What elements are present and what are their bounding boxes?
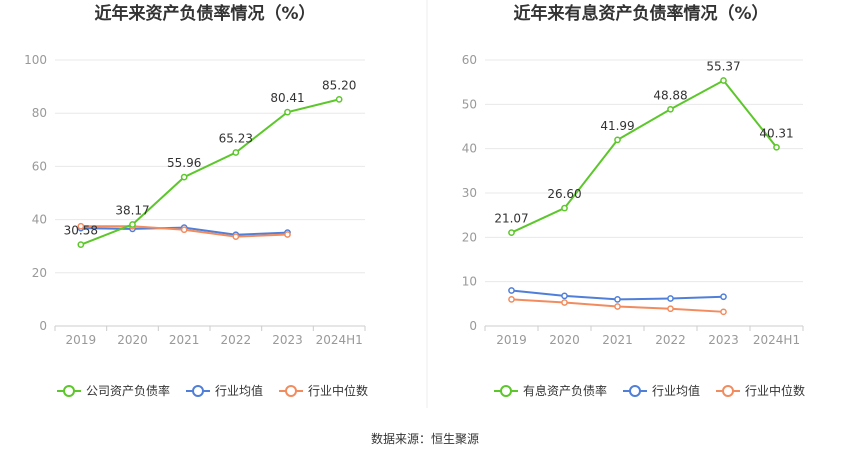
left-x-tick-label: 2019 (66, 333, 97, 347)
right-series-line-main (511, 79, 778, 234)
left-data-label: 55.96 (167, 156, 201, 170)
left-x-tick-label: 2022 (221, 333, 252, 347)
left-point-main (129, 221, 136, 228)
right-data-label: 40.31 (759, 126, 793, 140)
left-y-tick-label: 100 (24, 53, 47, 67)
right-point-avg (561, 292, 568, 300)
left-point-median (284, 231, 291, 238)
left-legend-label-main: 公司资产负债率 (86, 383, 170, 398)
right-legend-label-main: 有息资产负债率 (523, 383, 607, 398)
right-legend-marker-median (722, 385, 734, 397)
right-point-median (614, 303, 621, 310)
left-chart-panel: 近年来资产负债率情况（%） 0 20 40 60 80 100 2019 2020 2021 20… (24, 3, 368, 398)
right-data-label: 26.60 (547, 187, 581, 201)
left-plot-area: 0 20 40 60 80 100 2019 2020 2021 2022 2023 2024H1 30… (24, 53, 366, 347)
left-legend-marker-median (285, 385, 297, 397)
right-y-tick-label: 40 (462, 142, 477, 156)
right-x-tick-label: 2024H1 (753, 333, 800, 347)
right-chart-panel: 近年来有息资产负债率情况（%） 0 10 20 30 40 50 60 2019 2020 202… (462, 3, 805, 398)
right-point-main (561, 204, 568, 212)
left-legend-marker-main (63, 385, 75, 397)
left-data-label: 65.23 (219, 131, 253, 145)
right-point-median (561, 299, 568, 306)
right-point-main (614, 136, 621, 144)
right-legend-marker-avg (629, 385, 641, 397)
left-data-label: 80.41 (270, 91, 304, 105)
right-point-avg (614, 296, 621, 303)
right-legend-label-avg: 行业均值 (652, 383, 700, 398)
right-point-avg (720, 293, 727, 301)
right-point-main (720, 77, 727, 84)
right-x-tick-label: 2020 (549, 333, 580, 347)
right-y-tick-label: 0 (469, 319, 477, 333)
right-point-median (720, 308, 727, 316)
left-legend-marker-avg (192, 385, 204, 397)
left-point-main (335, 96, 343, 103)
left-y-tick-label: 40 (32, 213, 47, 227)
source-note: 数据来源：恒生聚源 (371, 431, 479, 446)
right-y-tick-label: 10 (462, 275, 477, 289)
right-data-label: 55.37 (706, 60, 740, 74)
right-point-main (773, 143, 780, 151)
left-y-tick-label: 80 (32, 106, 47, 120)
right-legend: 有息资产负债率 行业均值 行业中位数 (494, 383, 805, 398)
left-legend: 公司资产负债率 行业均值 行业中位数 (57, 383, 368, 398)
left-point-main (77, 241, 85, 249)
left-data-label: 30.58 (64, 224, 98, 238)
left-point-median (232, 233, 240, 240)
left-legend-label-avg: 行业均值 (215, 383, 263, 398)
right-legend-marker-main (500, 385, 512, 397)
right-point-avg (667, 295, 674, 302)
right-y-tick-label: 50 (462, 97, 477, 111)
right-point-main (667, 105, 674, 113)
left-point-main (232, 149, 240, 156)
left-chart-title: 近年来资产负债率情况（%） (94, 3, 315, 24)
right-x-tick-label: 2019 (496, 333, 527, 347)
right-x-tick-label: 2022 (655, 333, 686, 347)
left-series-line-main (80, 98, 340, 246)
left-y-tick-label: 0 (39, 319, 47, 333)
left-x-tick-label: 2021 (169, 333, 200, 347)
right-y-tick-label: 20 (462, 230, 477, 244)
right-x-tick-label: 2021 (602, 333, 633, 347)
left-point-median (180, 226, 188, 234)
right-data-label: 41.99 (600, 119, 634, 133)
left-point-main (180, 173, 188, 181)
right-y-tick-label: 60 (462, 53, 477, 67)
right-point-avg (508, 287, 515, 294)
left-x-tick-label: 2023 (272, 333, 303, 347)
right-legend-label-median: 行业中位数 (745, 383, 805, 398)
left-x-tick-label: 2020 (117, 333, 148, 347)
left-y-tick-label: 60 (32, 159, 47, 173)
right-data-label: 21.07 (494, 212, 528, 226)
left-point-main (284, 108, 291, 116)
left-y-tick-label: 20 (32, 266, 47, 280)
left-data-label: 38.17 (115, 203, 149, 217)
right-point-median (667, 305, 674, 313)
right-plot-area: 0 10 20 30 40 50 60 2019 2020 2021 2022 2023 2024H1 2… (462, 53, 804, 347)
left-legend-label-median: 行业中位数 (308, 383, 368, 398)
right-data-label: 48.88 (653, 88, 687, 102)
right-y-tick-label: 30 (462, 186, 477, 200)
left-point-median (77, 222, 85, 230)
right-point-median (508, 296, 515, 303)
right-point-main (508, 229, 515, 236)
left-x-tick-label: 2024H1 (316, 333, 363, 347)
right-chart-title: 近年来有息资产负债率情况（%） (513, 3, 768, 24)
right-x-tick-label: 2023 (708, 333, 739, 347)
left-data-label: 85.20 (322, 78, 356, 92)
